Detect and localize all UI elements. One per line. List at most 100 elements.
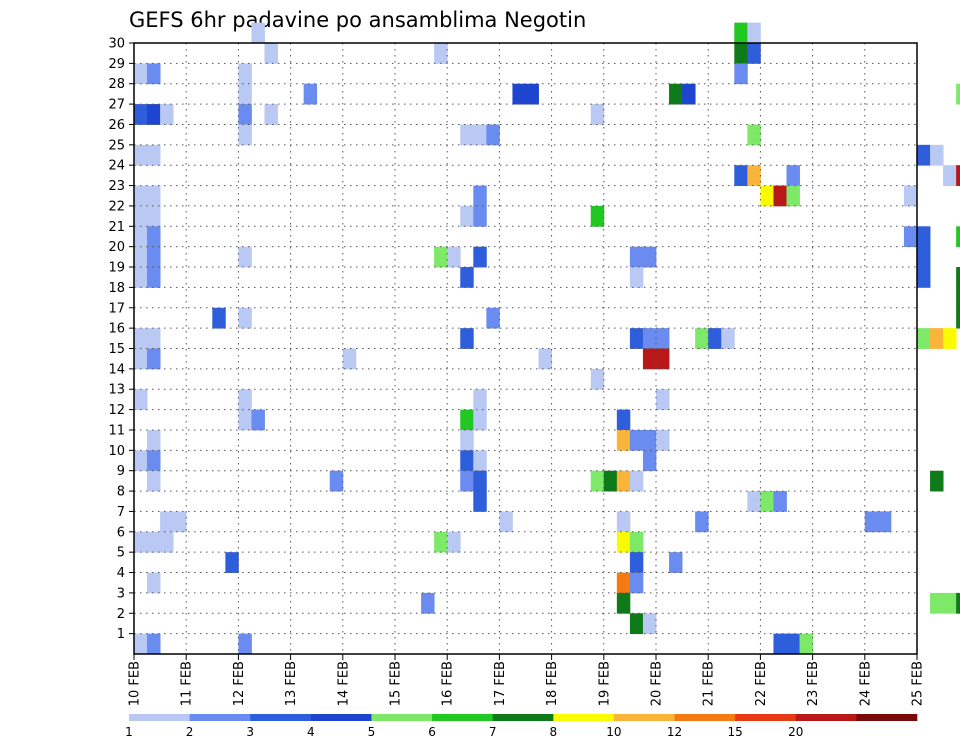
x-tick-label: 24 FEB (858, 661, 873, 706)
heatmap-cell (134, 205, 148, 227)
heatmap-cell (956, 592, 960, 614)
heatmap-cell (512, 83, 526, 105)
heatmap-cell (147, 450, 161, 472)
heatmap-cell (656, 389, 670, 410)
heatmap-cell (525, 83, 539, 105)
heatmap-cell (930, 470, 944, 492)
heatmap-cell (147, 63, 161, 85)
heatmap-cell (747, 43, 761, 64)
heatmap-cell (669, 83, 683, 105)
heatmap-cell (747, 491, 761, 512)
x-tick-label: 15 FEB (389, 661, 404, 706)
heatmap-cell (238, 633, 252, 655)
colorbar-label: 1 (125, 725, 133, 739)
heatmap-cell (264, 104, 278, 125)
y-tick-label: 28 (108, 77, 125, 92)
heatmap-cell (134, 226, 148, 248)
heatmap-cell (773, 633, 787, 655)
colorbar-label: 4 (307, 725, 315, 739)
heatmap-cell (134, 267, 148, 288)
heatmap-cell (147, 633, 161, 655)
heatmap-cell (747, 165, 761, 186)
y-tick-label: 20 (108, 240, 125, 255)
x-tick-label: 12 FEB (232, 661, 247, 706)
heatmap-cell (538, 348, 552, 370)
heatmap-cell (616, 470, 631, 492)
colorbar-label: 10 (606, 725, 621, 739)
heatmap-cell (590, 368, 605, 390)
heatmap-cells (134, 22, 960, 655)
heatmap-cell (460, 409, 474, 431)
heatmap-cell (669, 552, 683, 573)
colorbar-swatch (250, 714, 312, 721)
heatmap-cell (864, 511, 879, 533)
y-tick-label: 1 (117, 627, 125, 642)
colorbar-label: 3 (246, 725, 254, 739)
heatmap-cell (656, 328, 670, 349)
heatmap-cell (147, 104, 161, 125)
heatmap-cell (238, 104, 252, 125)
heatmap-cell (629, 572, 644, 594)
chart-title: GEFS 6hr padavine po ansamblima Negotin (129, 8, 586, 32)
heatmap-cell (721, 328, 735, 349)
y-tick-label: 13 (108, 383, 125, 398)
y-tick-label: 24 (108, 159, 125, 174)
x-tick-label: 25 FEB (911, 661, 926, 706)
heatmap-cell (303, 83, 318, 105)
heatmap-cell (147, 267, 161, 288)
heatmap-cell (956, 165, 960, 186)
colorbar-label: 7 (489, 725, 497, 739)
colorbar-swatch (613, 714, 675, 721)
y-tick-label: 10 (108, 444, 125, 459)
heatmap-cell (238, 83, 252, 105)
heatmap-cell (460, 470, 474, 492)
heatmap-cell (264, 43, 278, 64)
colorbar-label: 2 (186, 725, 194, 739)
heatmap-cell (786, 165, 800, 186)
heatmap-cell (147, 328, 161, 349)
heatmap-cell (629, 267, 644, 288)
y-tick-label: 5 (117, 546, 125, 561)
heatmap-cell (590, 470, 605, 492)
y-tick-label: 25 (108, 138, 125, 153)
heatmap-cell (134, 144, 148, 166)
colorbar-swatch (492, 714, 554, 721)
heatmap-cell (773, 491, 787, 512)
heatmap-cell (695, 511, 709, 533)
heatmap-cell (238, 307, 252, 329)
heatmap-cell (734, 43, 748, 64)
heatmap-cell (473, 491, 487, 512)
y-tick-label: 7 (117, 505, 125, 520)
colorbar-swatch (795, 714, 857, 721)
colorbar-label: 15 (728, 725, 743, 739)
y-tick-label: 22 (108, 199, 125, 214)
y-tick-label: 16 (108, 322, 125, 337)
heatmap-cell (616, 531, 631, 553)
heatmap-cell (147, 185, 161, 207)
heatmap-cell (160, 104, 174, 125)
y-tick-label: 26 (108, 118, 125, 133)
heatmap-cell (773, 185, 787, 207)
colorbar-label: 6 (428, 725, 436, 739)
heatmap-cell (903, 185, 918, 207)
heatmap-cell (616, 511, 631, 533)
y-tick-label: 21 (108, 220, 125, 235)
heatmap-cell (447, 246, 461, 268)
colorbar-swatch (432, 714, 493, 721)
heatmap-cell (434, 43, 448, 64)
heatmap-cell (460, 267, 474, 288)
heatmap-cell (760, 185, 774, 207)
heatmap-cell (147, 205, 161, 227)
heatmap-cell (642, 613, 657, 635)
colorbar-label: 12 (667, 725, 682, 739)
heatmap-cell (238, 389, 252, 410)
heatmap-cell (147, 226, 161, 248)
colorbar-swatch (189, 714, 251, 721)
heatmap-cell (629, 470, 644, 492)
colorbar-label: 5 (368, 725, 376, 739)
heatmap-cell (917, 144, 931, 166)
heatmap-cell (147, 572, 161, 594)
colorbar-swatch (371, 714, 433, 721)
heatmap-cell (956, 307, 960, 329)
